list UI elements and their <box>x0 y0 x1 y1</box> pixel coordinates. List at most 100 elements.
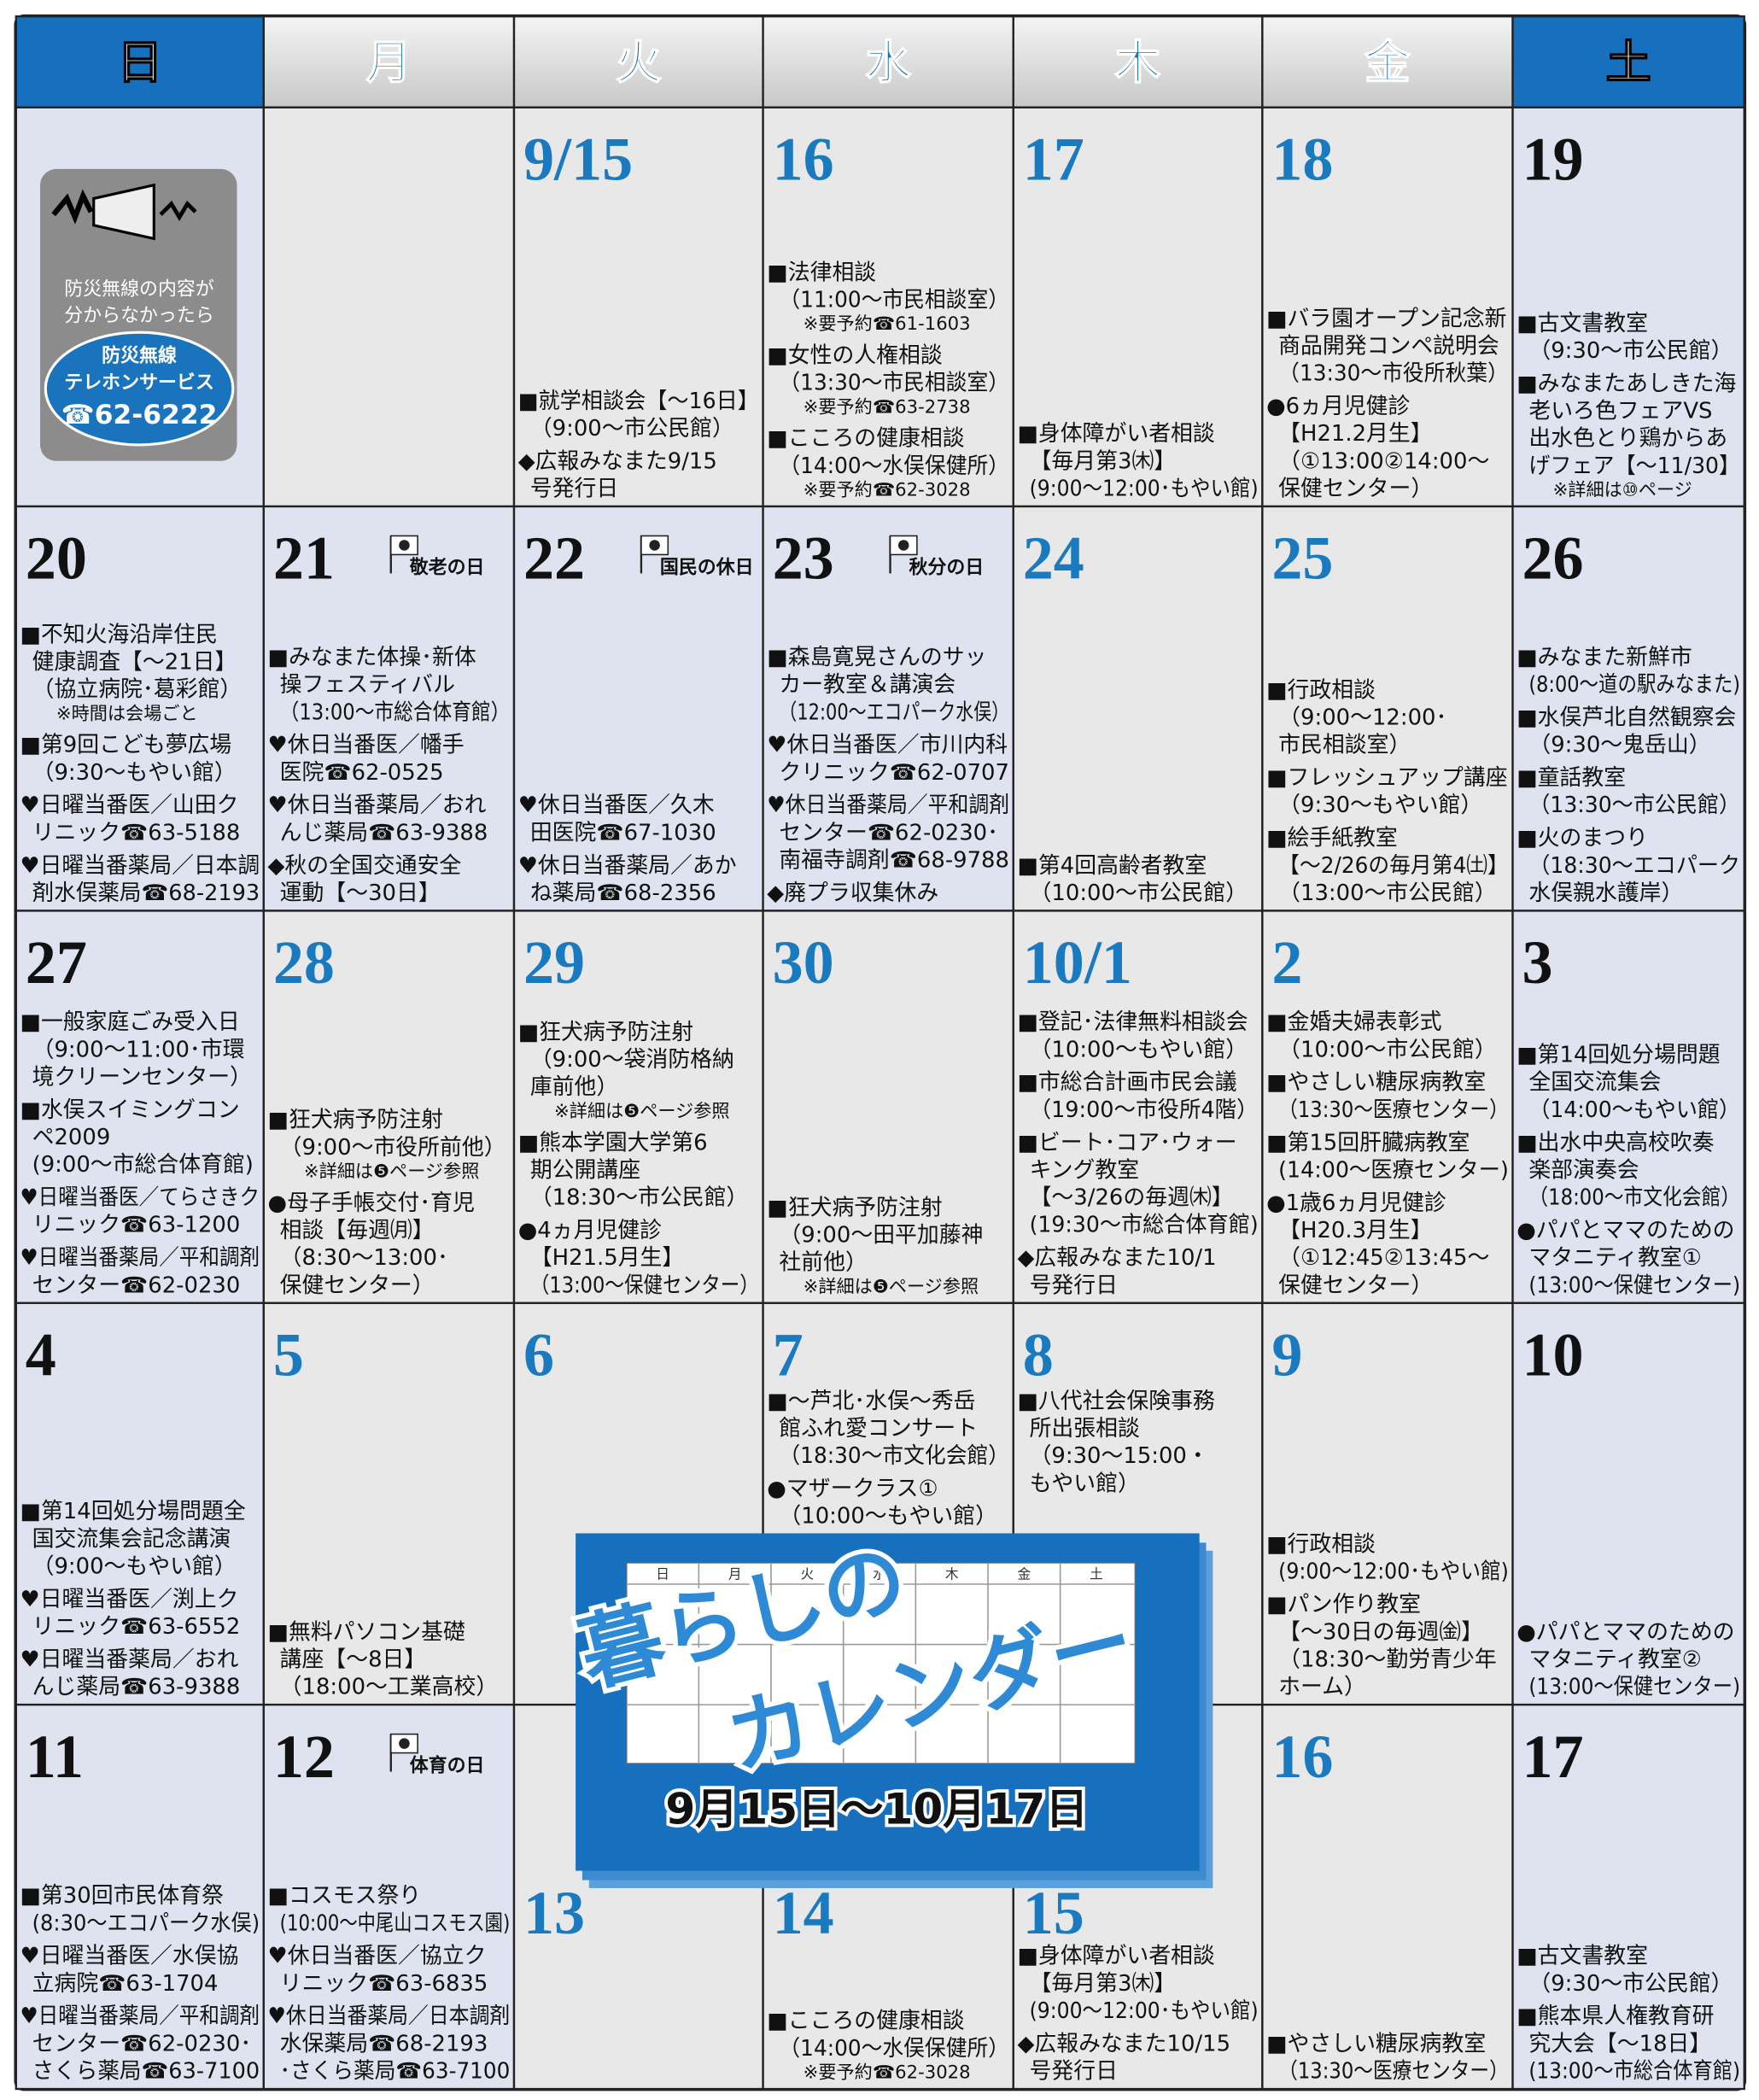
day-number: 8 <box>1023 1320 1054 1389</box>
event-line: （9:30〜15:00・ <box>1030 1443 1209 1469</box>
event-line: （9:00〜市役所前他） <box>280 1135 506 1161</box>
banner-period: 9月15日〜10月17日 <box>665 1784 1088 1834</box>
event-line: ■第9回こども夢広場 <box>20 733 232 758</box>
event-line: 医院☎62-0525 <box>280 760 444 786</box>
event-line: 館ふれ愛コンサート <box>779 1416 978 1442</box>
event-line: ■登記･法律無料相談会 <box>1017 1009 1248 1035</box>
day-cell <box>1261 910 1514 1304</box>
day-number: 26 <box>1522 524 1584 593</box>
event-line: （9:30〜もやい館） <box>32 760 237 786</box>
event-line: ♥休日当番薬局／平和調剤 <box>767 793 1009 818</box>
day-number: 24 <box>1023 524 1084 593</box>
day-number: 3 <box>1522 928 1553 997</box>
event-line: （9:00〜田平加藤神 <box>779 1222 983 1248</box>
event-note: ※詳細は❺ページ参照 <box>554 1100 730 1121</box>
day-cell <box>512 910 764 1304</box>
banner-grid <box>626 1562 1136 1764</box>
event-line: （13:00〜保健センター） <box>530 1272 759 1298</box>
event-line: （9:30〜鬼岳山） <box>1528 733 1710 758</box>
day-number: 23 <box>773 524 834 593</box>
event-line: （9:00〜11:00･市環 <box>32 1037 245 1062</box>
event-line: ■法律相談 <box>767 260 876 285</box>
header-cell <box>512 15 764 108</box>
event-line: さくら薬局☎63-7100 <box>32 2059 260 2085</box>
event-line: ■狂犬病予防注射 <box>268 1108 443 1133</box>
mini-day: 日 <box>656 1566 669 1582</box>
event-line: ■一般家庭ごみ受入日 <box>20 1009 240 1035</box>
flag-sun <box>399 540 410 551</box>
event-note: ※要予約☎63-2738 <box>804 395 971 417</box>
event-line: （13:00〜市公民館） <box>1278 880 1497 906</box>
day-number: 5 <box>273 1320 304 1389</box>
badge <box>44 331 235 447</box>
event-line: ♥休日当番薬局／日本調剤 <box>268 2003 511 2029</box>
event-line: 講座【〜8日】 <box>280 1647 427 1672</box>
holiday-name: 体育の日 <box>410 1755 485 1777</box>
day-number: 16 <box>1271 1723 1333 1791</box>
event-line: (8:00〜道の駅みなまた) <box>1528 672 1740 698</box>
event-line: ●パパとママのための <box>1516 1218 1734 1243</box>
event-line: 保健センター） <box>1278 1272 1433 1298</box>
event-line: 剤水俣薬局☎68-2193 <box>32 880 260 906</box>
event-line: 号発行日 <box>1030 1272 1118 1298</box>
day-cell <box>15 1302 266 1706</box>
event-line: リニック☎63-5188 <box>32 820 241 845</box>
event-line: ■不知火海沿岸住民 <box>20 622 218 647</box>
event-line: リニック☎63-6552 <box>32 1614 241 1640</box>
event-line: （13:30〜市公民館） <box>1528 793 1740 818</box>
event-line: ♥日曜当番医／渕上ク <box>20 1587 239 1612</box>
event-line: ■市総合計画市民会議 <box>1017 1070 1236 1096</box>
cells: 日月火水木金土9/15■就学相談会【〜16日】（9:00〜市公民館）◆広報みなま… <box>15 15 1745 2091</box>
day-number: 16 <box>773 125 834 193</box>
day-number: 10 <box>1522 1320 1584 1389</box>
event-line: ■ビート･コア･ウォー <box>1017 1130 1236 1155</box>
event-line: 保健センター） <box>1278 476 1433 501</box>
event-line: (19:30〜市総合体育館) <box>1030 1213 1259 1238</box>
event-line: （18:00〜工業高校） <box>280 1675 499 1700</box>
event-line: (9:00〜12:00･もやい館) <box>1278 1559 1509 1585</box>
event-line: ■金婚夫婦表彰式 <box>1266 1009 1441 1035</box>
event-line: ♥休日当番医／久木 <box>518 793 715 818</box>
event-line: （18:30〜勤労青少年 <box>1278 1647 1497 1672</box>
event-line: ♥休日当番医／幡手 <box>268 733 465 758</box>
day-cell <box>1012 106 1264 508</box>
icon <box>159 200 197 221</box>
day-number: 30 <box>773 928 834 997</box>
event-line: 究大会【〜18日】 <box>1528 2031 1711 2056</box>
day-cell <box>262 1703 516 2091</box>
event-line: ■コスモス祭り <box>268 1883 422 1909</box>
day-number: 9 <box>1271 1320 1302 1389</box>
event-line: 相談【毎週㈪】 <box>280 1218 435 1243</box>
event-line: （14:00〜水俣保健所） <box>779 453 1009 479</box>
mini-days: 日月火水木金土 <box>656 1566 1103 1582</box>
badge-text: 防災無線 <box>102 345 177 367</box>
header-day: 土 <box>1605 35 1651 89</box>
day-cell <box>762 106 1014 508</box>
event-line: （13:30〜市民相談室） <box>779 371 1009 396</box>
day-cell <box>1511 1703 1745 2091</box>
event-line: ■パン作り教室 <box>1266 1592 1421 1617</box>
event-line: ●4ヵ月児健診 <box>518 1218 662 1243</box>
header-day: 火 <box>616 35 661 89</box>
event-line: ■絵手紙教室 <box>1266 826 1398 851</box>
event-line: ■行政相談 <box>1266 1532 1376 1558</box>
event-line: ■無料パソコン基礎 <box>268 1619 465 1645</box>
event-line: （14:00〜水俣保健所） <box>779 2036 1009 2062</box>
event-line: ホーム） <box>1278 1675 1366 1700</box>
event-line: ♥休日当番薬局／あか <box>518 853 737 879</box>
event-line: んじ薬局☎63-9388 <box>32 1675 241 1700</box>
day-number: 15 <box>1023 1879 1084 1947</box>
day-number: 11 <box>26 1723 84 1791</box>
day-cell <box>1261 1703 1514 2091</box>
day-cell <box>262 505 516 912</box>
day-cell <box>1261 106 1514 508</box>
event-line: （9:00〜12:00･ <box>1278 705 1446 731</box>
day-cell <box>1261 1302 1514 1706</box>
event-line: （10:00〜もやい館） <box>779 1504 997 1530</box>
event-line: マタニティ教室① <box>1528 1245 1702 1271</box>
badge-text: ☎62-6222 <box>61 400 218 430</box>
day-number: 21 <box>273 524 335 593</box>
icon <box>92 183 155 241</box>
event-line: ■古文書教室 <box>1516 1944 1648 1969</box>
event-line: ■第14回処分場問題全 <box>20 1499 246 1524</box>
